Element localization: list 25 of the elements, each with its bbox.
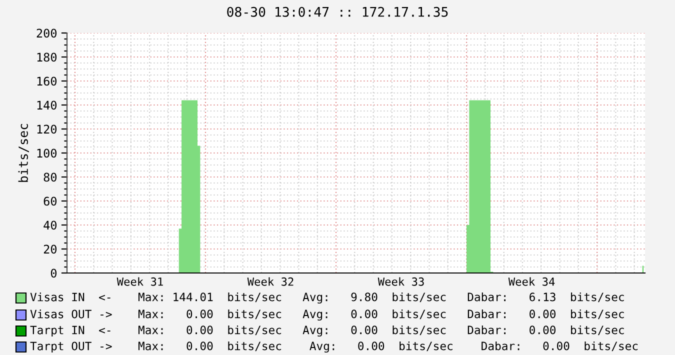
y-tick-label: 20 [44,244,57,254]
y-tick-label: 200 [36,28,57,38]
y-tick-label: 120 [37,124,57,134]
y-tick-label: 180 [37,52,57,62]
y-tick-label: 140 [37,100,57,110]
x-tick-label: Week 33 [378,277,424,286]
y-tick-label: 0 [50,268,57,278]
y-tick-label: 100 [37,148,57,158]
chart-title: 08-30 13:0:47 :: 172.17.1.35 [227,6,448,17]
legend-label: Tarpt OUT -> [30,342,112,353]
legend-label: Visas IN <- [30,292,110,302]
text: Max: 144.01 bits/sec Avg: 9.80 bits/sec Dabar: 6.13 bits/sec [138,292,624,304]
x-tick-label: Week 31 [116,277,163,286]
x-tick-label: Week 32 [247,277,294,286]
text: Max: 0.00 bits/sec Avg: 0.00 bits/sec Dabar: 0.00 bits/sec [138,309,624,321]
text: Max: 0.00 bits/sec Avg: 0.00 bits/sec Dabar: 0.00 bits/sec [138,341,638,353]
x-tick-label: Week 34 [508,277,555,286]
y-axis-title: bits/sec [18,124,29,182]
legend-label: Tarpt IN <- [30,326,110,337]
y-tick-label: 80 [44,172,57,182]
text: Max: 0.00 bits/sec Avg: 0.00 bits/sec Dabar: 0.00 bits/sec [138,325,624,337]
y-tick-label: 160 [37,76,57,86]
y-tick-label: 40 [44,220,57,230]
y-tick-label: 60 [44,196,57,206]
legend-label: Visas OUT -> [30,310,112,318]
